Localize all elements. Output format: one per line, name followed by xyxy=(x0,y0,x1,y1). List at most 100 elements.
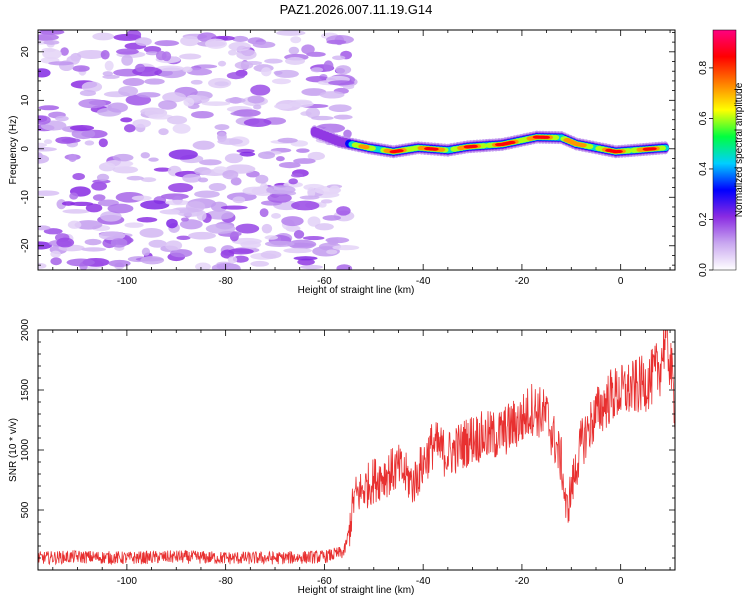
track-mark xyxy=(658,145,667,151)
noise-blob xyxy=(140,152,150,159)
noise-blob xyxy=(247,95,265,104)
noise-blob xyxy=(323,60,334,72)
noise-blob xyxy=(278,161,301,169)
noise-blob xyxy=(38,262,47,269)
noise-blob xyxy=(296,148,310,153)
noise-blob xyxy=(48,61,74,66)
track-mark xyxy=(585,143,594,150)
noise-blob xyxy=(205,223,236,234)
noise-blob xyxy=(234,61,254,70)
noise-blob xyxy=(253,104,262,110)
noise-blob xyxy=(267,193,292,203)
noise-blob xyxy=(158,128,169,136)
noise-blob xyxy=(196,210,207,221)
noise-blob xyxy=(96,173,110,182)
noise-blob xyxy=(343,129,352,139)
noise-blob xyxy=(104,159,134,168)
noise-blob xyxy=(266,185,296,195)
spectrogram-ytick-label: 0 xyxy=(20,146,31,152)
snr-xtick-label: 0 xyxy=(618,576,624,587)
noise-blob xyxy=(322,215,342,221)
noise-blob xyxy=(166,218,178,229)
noise-blob xyxy=(250,260,270,267)
noise-blob xyxy=(230,177,242,186)
noise-blob xyxy=(170,249,193,258)
noise-blob xyxy=(179,53,202,60)
noise-blob xyxy=(260,250,282,259)
colorbar-ticks: 0.0 0.2 0.4 0.6 0.8 xyxy=(698,61,713,277)
noise-blob xyxy=(228,41,251,52)
noise-blob xyxy=(165,199,190,206)
chart-title: PAZ1.2026.007.11.19.G14 xyxy=(280,2,433,17)
noise-blob xyxy=(143,46,162,54)
noise-blob xyxy=(136,217,158,223)
noise-blob xyxy=(76,49,106,59)
noise-blob xyxy=(197,177,209,183)
noise-blob xyxy=(275,30,306,36)
noise-blob xyxy=(38,190,60,196)
noise-blob xyxy=(141,247,151,256)
noise-blob xyxy=(148,157,159,162)
colorbar-tick-label: 0.0 xyxy=(698,263,709,277)
noise-blob xyxy=(228,49,237,56)
noise-blob xyxy=(124,222,144,228)
noise-blob xyxy=(185,201,206,213)
noise-blob xyxy=(84,238,102,246)
spectrogram-panel: -100 -80 -60 -40 -20 0 20 10 0 -10 -20 Height of s… xyxy=(8,29,676,296)
snr-ytick-label: 1000 xyxy=(20,438,31,461)
noise-blob xyxy=(225,97,246,104)
noise-blob xyxy=(148,114,173,120)
noise-blob xyxy=(85,203,103,213)
noise-blob xyxy=(297,258,315,266)
noise-blob xyxy=(259,182,268,193)
noise-blob xyxy=(289,100,314,108)
noise-blob xyxy=(201,101,231,106)
noise-blob xyxy=(307,187,316,198)
noise-blob xyxy=(293,158,316,164)
noise-blob xyxy=(236,49,257,60)
noise-blob xyxy=(166,115,188,125)
noise-blob xyxy=(240,240,261,249)
noise-blob xyxy=(217,60,227,67)
noise-blob xyxy=(110,238,128,248)
noise-blob xyxy=(332,245,360,251)
noise-blob xyxy=(92,194,106,201)
noise-blob xyxy=(222,170,239,180)
noise-blob xyxy=(61,138,81,143)
noise-blob xyxy=(38,225,51,231)
noise-blob xyxy=(38,142,47,148)
noise-blob xyxy=(71,128,96,140)
noise-blob xyxy=(153,167,172,172)
noise-blob xyxy=(328,80,355,86)
noise-blob xyxy=(261,223,273,234)
noise-blob xyxy=(274,103,293,110)
noise-blob xyxy=(38,146,57,152)
spectrogram-xtick-label: -100 xyxy=(117,276,137,287)
noise-blob xyxy=(68,153,77,162)
noise-blob xyxy=(132,119,152,128)
noise-blob xyxy=(271,213,281,219)
noise-blob xyxy=(311,115,334,121)
noise-blob xyxy=(239,151,256,157)
noise-blob xyxy=(145,51,159,56)
noise-blob xyxy=(214,81,229,87)
noise-blob xyxy=(43,40,60,45)
noise-blob xyxy=(43,228,63,235)
spectrogram-ytick-label: -10 xyxy=(20,190,31,205)
noise-blob xyxy=(191,111,214,119)
noise-blob xyxy=(293,256,318,261)
noise-blob xyxy=(307,151,325,161)
track-mark xyxy=(395,149,404,153)
colorbar-tick-label: 0.4 xyxy=(698,162,709,176)
noise-blob xyxy=(220,205,248,210)
noise-blob xyxy=(329,185,341,194)
noise-blob xyxy=(336,206,351,216)
snr-ytick-label: 2000 xyxy=(20,318,31,341)
noise-blob xyxy=(60,47,69,56)
noise-blob xyxy=(190,79,203,85)
noise-blob xyxy=(74,220,103,230)
noise-blob xyxy=(336,264,353,270)
noise-blob xyxy=(326,39,347,45)
track-mark xyxy=(361,145,370,150)
noise-blob xyxy=(140,177,157,183)
